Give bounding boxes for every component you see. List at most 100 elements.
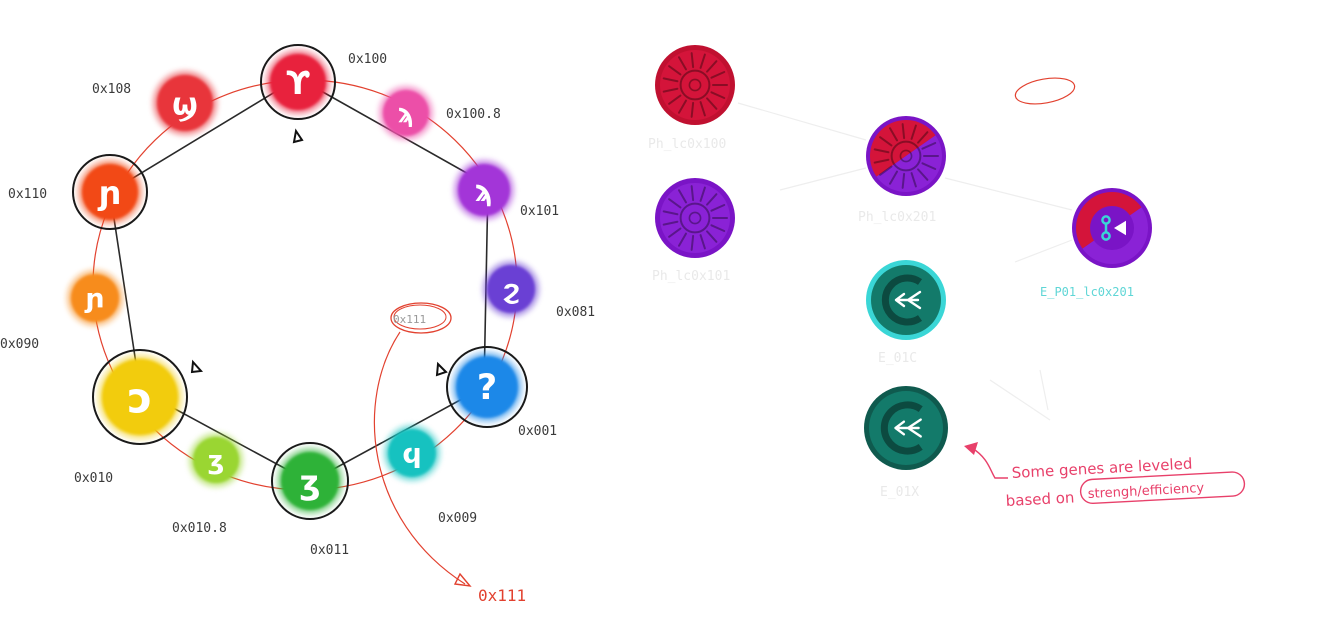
gene-badge[interactable]: Ph_lc0x101 bbox=[652, 178, 735, 284]
ring-node-glyph: ϒ bbox=[286, 64, 311, 102]
gene-badge-ray bbox=[873, 158, 890, 164]
gene-badge-ray bbox=[662, 220, 679, 226]
gene-badge-ray bbox=[889, 127, 898, 142]
ring-node-glyph: ϡ bbox=[475, 174, 493, 208]
gene-badge[interactable]: Ph_lc0x100 bbox=[648, 45, 735, 152]
gene-badge-label: Ph_lc0x201 bbox=[858, 210, 936, 225]
ring-node-outline bbox=[260, 44, 336, 120]
gene-badge-ray bbox=[879, 136, 893, 147]
gene-badge-ray bbox=[917, 131, 929, 144]
ring-node-label: 0x001 bbox=[518, 424, 557, 439]
ring-node[interactable]: ϡ 0x101 bbox=[454, 160, 559, 220]
ring-node-outline bbox=[271, 442, 349, 520]
gene-badge-c-shape bbox=[880, 401, 923, 455]
ring-node[interactable]: ʒ 0x010.8 bbox=[172, 433, 243, 536]
gene-badge-ray bbox=[690, 52, 695, 69]
gene-badge-ray bbox=[662, 87, 679, 93]
gene-badge-ray bbox=[710, 70, 726, 79]
ring-node-label: 0x011 bbox=[310, 543, 349, 558]
gene-badge-ray bbox=[706, 193, 718, 206]
gene-badge-half bbox=[876, 135, 942, 192]
center-out-curve bbox=[373, 331, 466, 585]
gene-badge-ray bbox=[678, 99, 687, 114]
gene-badge-arrow-icon bbox=[1114, 220, 1126, 236]
ring-node-label: 0x110 bbox=[8, 187, 47, 202]
gene-badge-dot bbox=[688, 78, 702, 92]
gene-badge-ray bbox=[921, 141, 937, 150]
ring-node-label: 0x010.8 bbox=[172, 521, 227, 536]
gene-badge-ray bbox=[668, 198, 682, 209]
ring-node-fill bbox=[270, 54, 326, 110]
gene-badge-label: Ph_lc0x100 bbox=[648, 137, 726, 152]
ring-node-label: 0x010 bbox=[74, 471, 113, 486]
ring-node[interactable]: ? 0x001 bbox=[446, 346, 557, 439]
ring-node[interactable]: ϡ 0x100.8 bbox=[379, 86, 501, 140]
ring-node-fill bbox=[71, 274, 119, 322]
ring-node[interactable]: ɲ 0x110 bbox=[8, 154, 148, 230]
gene-badge-ray bbox=[879, 165, 893, 176]
gene-badge-ray bbox=[699, 101, 706, 117]
ring-node-label: 0x100 bbox=[348, 52, 387, 67]
annotation-box bbox=[1079, 471, 1246, 505]
gene-badge-ray bbox=[706, 230, 718, 243]
ring-node-label: 0x081 bbox=[556, 305, 595, 320]
gene-badge-inner bbox=[1090, 206, 1134, 250]
gene-badge-ray bbox=[889, 170, 898, 185]
gene-badge[interactable]: E_P01_lc0x201 bbox=[1040, 178, 1162, 299]
gene-badge-ray bbox=[917, 168, 929, 181]
ring-node[interactable]: ϒ 0x100 bbox=[260, 44, 387, 120]
annotation-boxed-text: strengh/efficiency bbox=[1087, 481, 1204, 502]
gene-badge-ray bbox=[901, 172, 906, 189]
gene-badge-ray bbox=[690, 101, 695, 118]
gene-badge-ray bbox=[706, 97, 718, 110]
arrow-marker-1 bbox=[292, 128, 304, 144]
ring-node-glyph: ʒ bbox=[299, 463, 320, 502]
gene-badge-label: E_01C bbox=[878, 351, 917, 366]
ring-node-fill bbox=[157, 75, 213, 131]
ring-node[interactable]: ɲ 0x090 bbox=[0, 270, 123, 352]
arrow-marker-3 bbox=[435, 361, 448, 377]
center-out-arrowhead bbox=[453, 572, 472, 587]
ring-node[interactable]: ϩ 0x081 bbox=[483, 261, 595, 320]
gene-badge-ray bbox=[690, 234, 695, 251]
gene-badge-ray bbox=[910, 172, 917, 188]
gene-badge-ray bbox=[662, 77, 679, 83]
ring-node-fill bbox=[193, 437, 239, 483]
gene-badge-ray bbox=[699, 186, 706, 202]
ring-node-glyph: ʒ bbox=[208, 446, 225, 476]
center-highlight-circle bbox=[390, 302, 452, 334]
gene-badge[interactable]: E_01X bbox=[864, 386, 948, 500]
ring-node-glyph: ϡ bbox=[398, 99, 414, 129]
gene-badge-ray bbox=[910, 124, 917, 140]
gene-badge-inner bbox=[679, 202, 711, 234]
ring-node-fill bbox=[281, 452, 339, 510]
gene-badge-ray bbox=[921, 162, 937, 171]
gene-badge-ray bbox=[690, 185, 695, 202]
ring-node-glyph: ? bbox=[477, 368, 497, 408]
gene-badge-ray bbox=[710, 91, 726, 100]
gene-badge[interactable]: E_01C bbox=[866, 260, 946, 366]
gene-badge-label: E_P01_lc0x201 bbox=[1040, 285, 1134, 299]
gene-badge-c-shape bbox=[881, 274, 923, 326]
gene-badge-ray bbox=[710, 224, 726, 233]
gene-badge[interactable]: Ph_lc0x201 bbox=[856, 106, 956, 225]
gene-badge-ray bbox=[668, 227, 682, 238]
ring-node-label: 0x009 bbox=[438, 511, 477, 526]
ring-node[interactable]: ʒ 0x011 bbox=[271, 442, 349, 558]
ring-node[interactable]: ϥ 0x009 bbox=[384, 425, 477, 526]
gene-badge-ray bbox=[678, 189, 687, 204]
gene-badge-ray bbox=[873, 148, 890, 154]
gene-badge-ray bbox=[668, 94, 682, 105]
annotation-arrowhead bbox=[964, 442, 978, 455]
ring-node[interactable]: ɔ 0x010 bbox=[74, 349, 188, 486]
ring-node-fill bbox=[383, 90, 429, 136]
ring-node-fill bbox=[82, 164, 138, 220]
annotation-line-2: based on bbox=[1005, 488, 1075, 510]
ring-node-glyph: ϣ bbox=[172, 85, 199, 123]
ring-node[interactable]: ϣ 0x108 bbox=[92, 71, 217, 135]
ring-nodes: ϒ 0x100 ϡ 0x100.8 ϡ 0x101 ϩ 0x081? 0x001 ϥ 0x009 ʒ 0… bbox=[0, 44, 595, 558]
ring-node-label: 0x090 bbox=[0, 337, 39, 352]
gene-badge-ray bbox=[699, 234, 706, 250]
gene-badge-ray bbox=[678, 56, 687, 71]
